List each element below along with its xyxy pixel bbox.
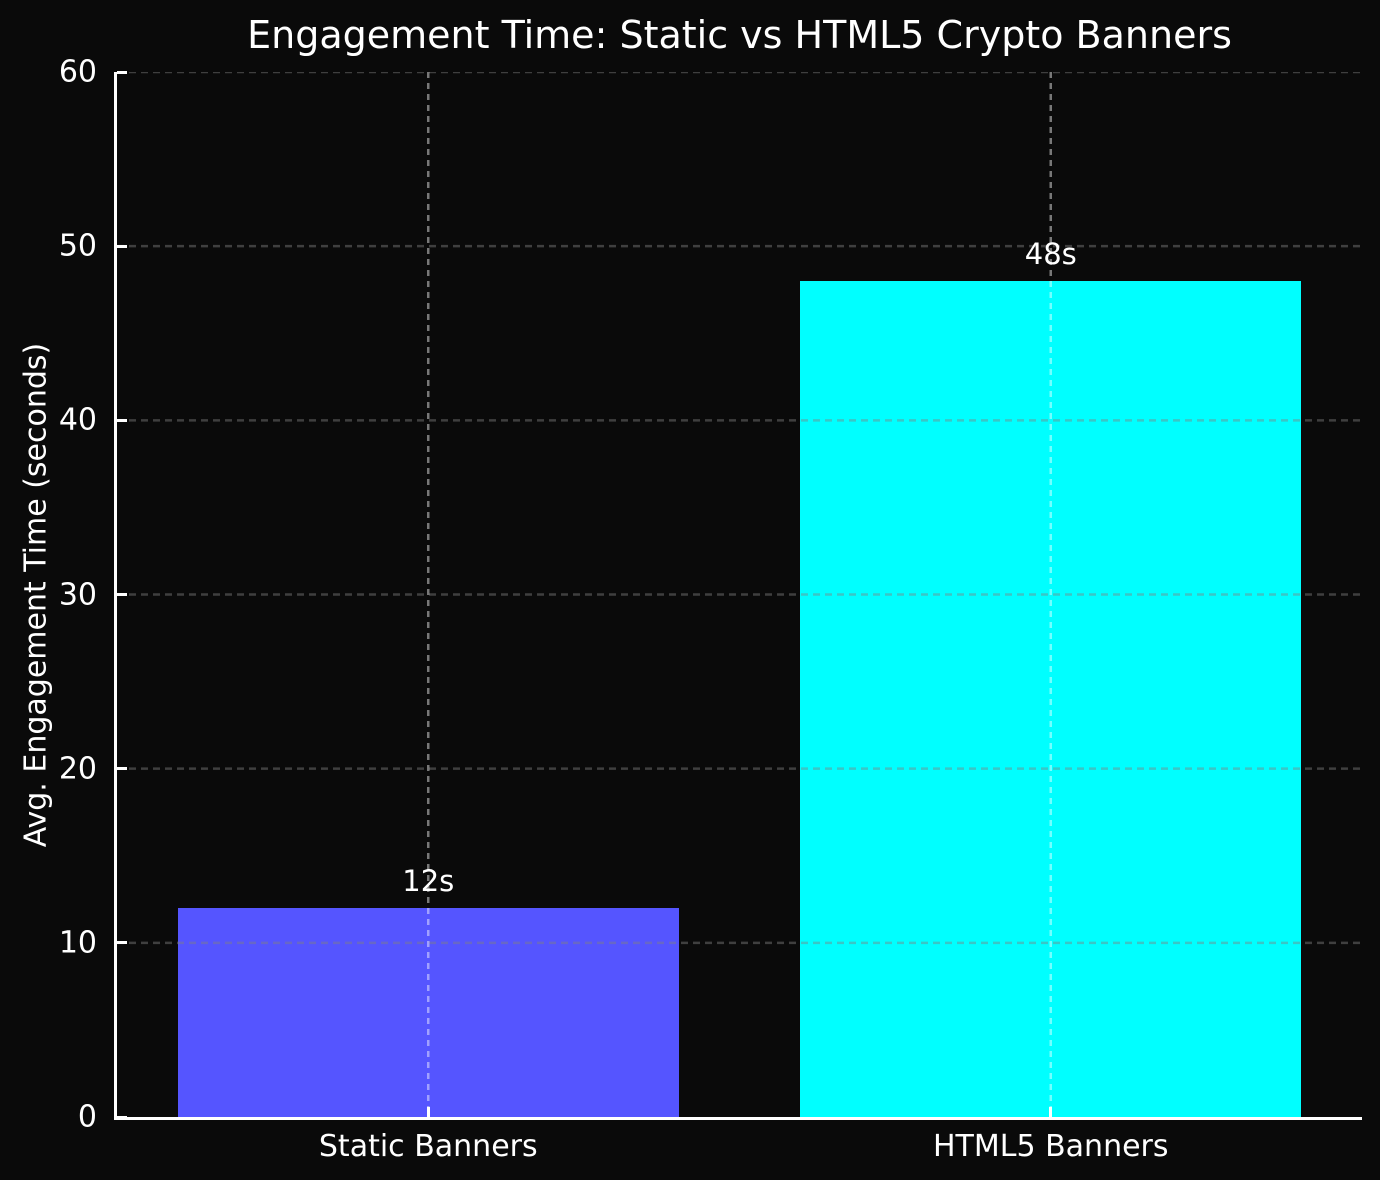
y-axis-label: Avg. Engagement Time (seconds) bbox=[18, 342, 54, 848]
x-tick-mark bbox=[426, 1107, 430, 1117]
y-tick-mark bbox=[117, 767, 127, 771]
y-tick-mark bbox=[117, 418, 127, 422]
x-axis-spine bbox=[114, 1117, 1362, 1120]
y-tick-mark bbox=[117, 70, 127, 74]
y-tick-label: 50 bbox=[58, 228, 97, 264]
y-tick-mark bbox=[117, 1115, 127, 1119]
x-tick-mark bbox=[1049, 1107, 1053, 1117]
y-tick-label: 40 bbox=[58, 402, 97, 438]
y-tick-mark bbox=[117, 941, 127, 945]
y-tick-mark bbox=[117, 593, 127, 596]
y-tick-label: 20 bbox=[58, 751, 97, 787]
bar-value-label: 12s bbox=[402, 864, 455, 898]
y-tick-mark bbox=[117, 244, 127, 248]
plot-area: 12s 48s bbox=[114, 72, 1362, 1120]
bar-value-label: 48s bbox=[1024, 237, 1077, 271]
y-axis-spine bbox=[114, 72, 117, 1120]
y-tick-label: 0 bbox=[77, 1099, 97, 1135]
bar-html5-banners[interactable] bbox=[800, 281, 1302, 1117]
y-tick-label: 60 bbox=[58, 54, 97, 90]
x-tick-label: Static Banners bbox=[318, 1129, 538, 1164]
bar-static-banners[interactable] bbox=[177, 908, 679, 1117]
chart-title: Engagement Time: Static vs HTML5 Crypto … bbox=[247, 13, 1232, 57]
x-tick-label: HTML5 Banners bbox=[932, 1129, 1169, 1164]
y-tick-label: 10 bbox=[58, 925, 97, 961]
y-tick-label: 30 bbox=[58, 577, 97, 612]
